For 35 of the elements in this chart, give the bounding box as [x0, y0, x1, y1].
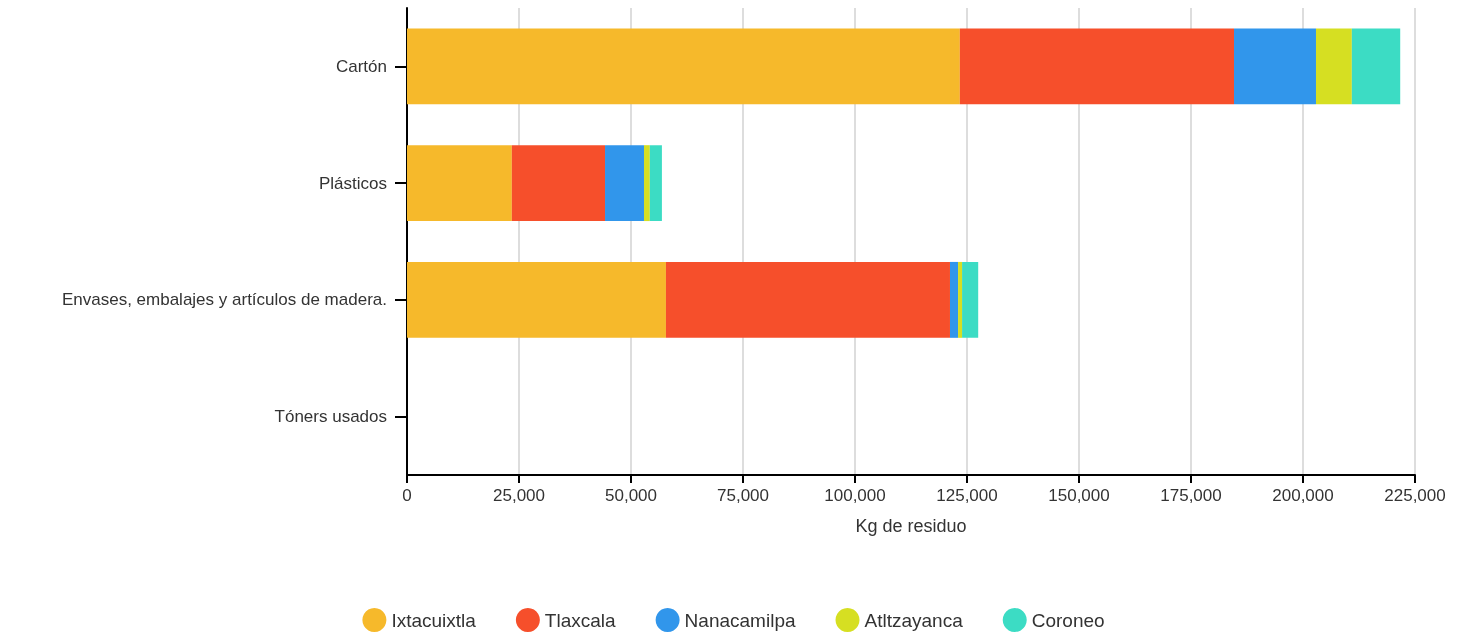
bar	[511, 145, 606, 222]
bar	[407, 28, 960, 105]
legend-label: Ixtacuixtla	[391, 609, 477, 631]
legend-label: Coroneo	[1031, 609, 1105, 631]
y-tick-label: Cartón	[335, 56, 387, 76]
x-axis-title: Kg de residuo	[855, 516, 967, 536]
bar	[407, 145, 512, 222]
x-tick-label: 75,000	[717, 486, 769, 505]
y-tick-label: Plásticos	[318, 173, 387, 193]
y-tick-label: Tóners usados	[274, 407, 387, 427]
x-tick-label: 25,000	[493, 486, 545, 505]
x-tick-label: 125,000	[936, 486, 998, 505]
bar	[643, 145, 650, 222]
x-tick-label: 100,000	[824, 486, 886, 505]
x-tick-label: 150,000	[1048, 486, 1110, 505]
x-tick-label: 200,000	[1272, 486, 1334, 505]
bar	[958, 261, 963, 338]
bar	[605, 145, 644, 222]
bar	[962, 261, 979, 338]
x-tick-label: 0	[402, 486, 412, 505]
legend-label: Nanacamilpa	[684, 609, 796, 631]
bar	[407, 261, 666, 338]
bar	[1315, 28, 1352, 105]
bar	[665, 261, 950, 338]
bar	[649, 145, 662, 222]
bar	[949, 261, 959, 338]
y-tick-label: Envases, embalajes y artículos de madera.	[61, 290, 387, 310]
legend-label: Tlaxcala	[544, 609, 617, 631]
x-tick-label: 225,000	[1384, 486, 1446, 505]
x-tick-label: 175,000	[1160, 486, 1222, 505]
x-tick-label: 50,000	[605, 486, 657, 505]
bar	[1351, 28, 1401, 105]
bar	[959, 28, 1235, 105]
legend-label: Atltzayanca	[864, 609, 964, 631]
bar	[1234, 28, 1316, 105]
